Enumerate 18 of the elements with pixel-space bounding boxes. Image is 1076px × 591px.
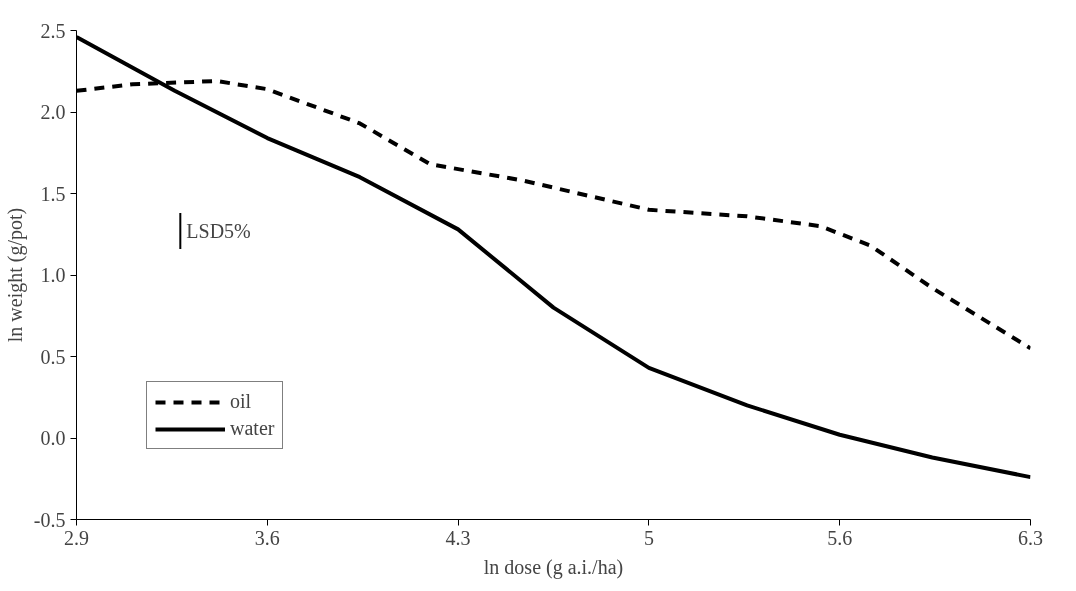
x-tick-label: 2.9 — [64, 526, 89, 549]
y-tick-label: -0.5 — [33, 508, 66, 531]
x-tick-label: 4.3 — [445, 526, 471, 549]
legend-label: oil — [230, 390, 252, 413]
y-axis-title: ln weight (g/pot) — [3, 207, 27, 343]
y-tick-label: 1.0 — [40, 264, 66, 286]
y-tick-label: 1.5 — [40, 182, 66, 205]
y-tick-label: 2.0 — [40, 101, 66, 123]
x-tick-label: 3.6 — [254, 526, 280, 549]
annotation: LSD5% — [186, 219, 251, 242]
y-tick-label: 0.5 — [40, 345, 66, 368]
legend-label: water — [230, 417, 275, 440]
x-tick-label: 6.3 — [1018, 526, 1043, 549]
x-axis-title: ln dose (g a.i./ha) — [483, 555, 624, 579]
x-tick-label: 5.6 — [827, 526, 853, 549]
x-tick-label: 5 — [643, 526, 654, 549]
y-tick-label: 0.0 — [40, 427, 66, 449]
y-tick-label: 2.5 — [40, 19, 66, 42]
